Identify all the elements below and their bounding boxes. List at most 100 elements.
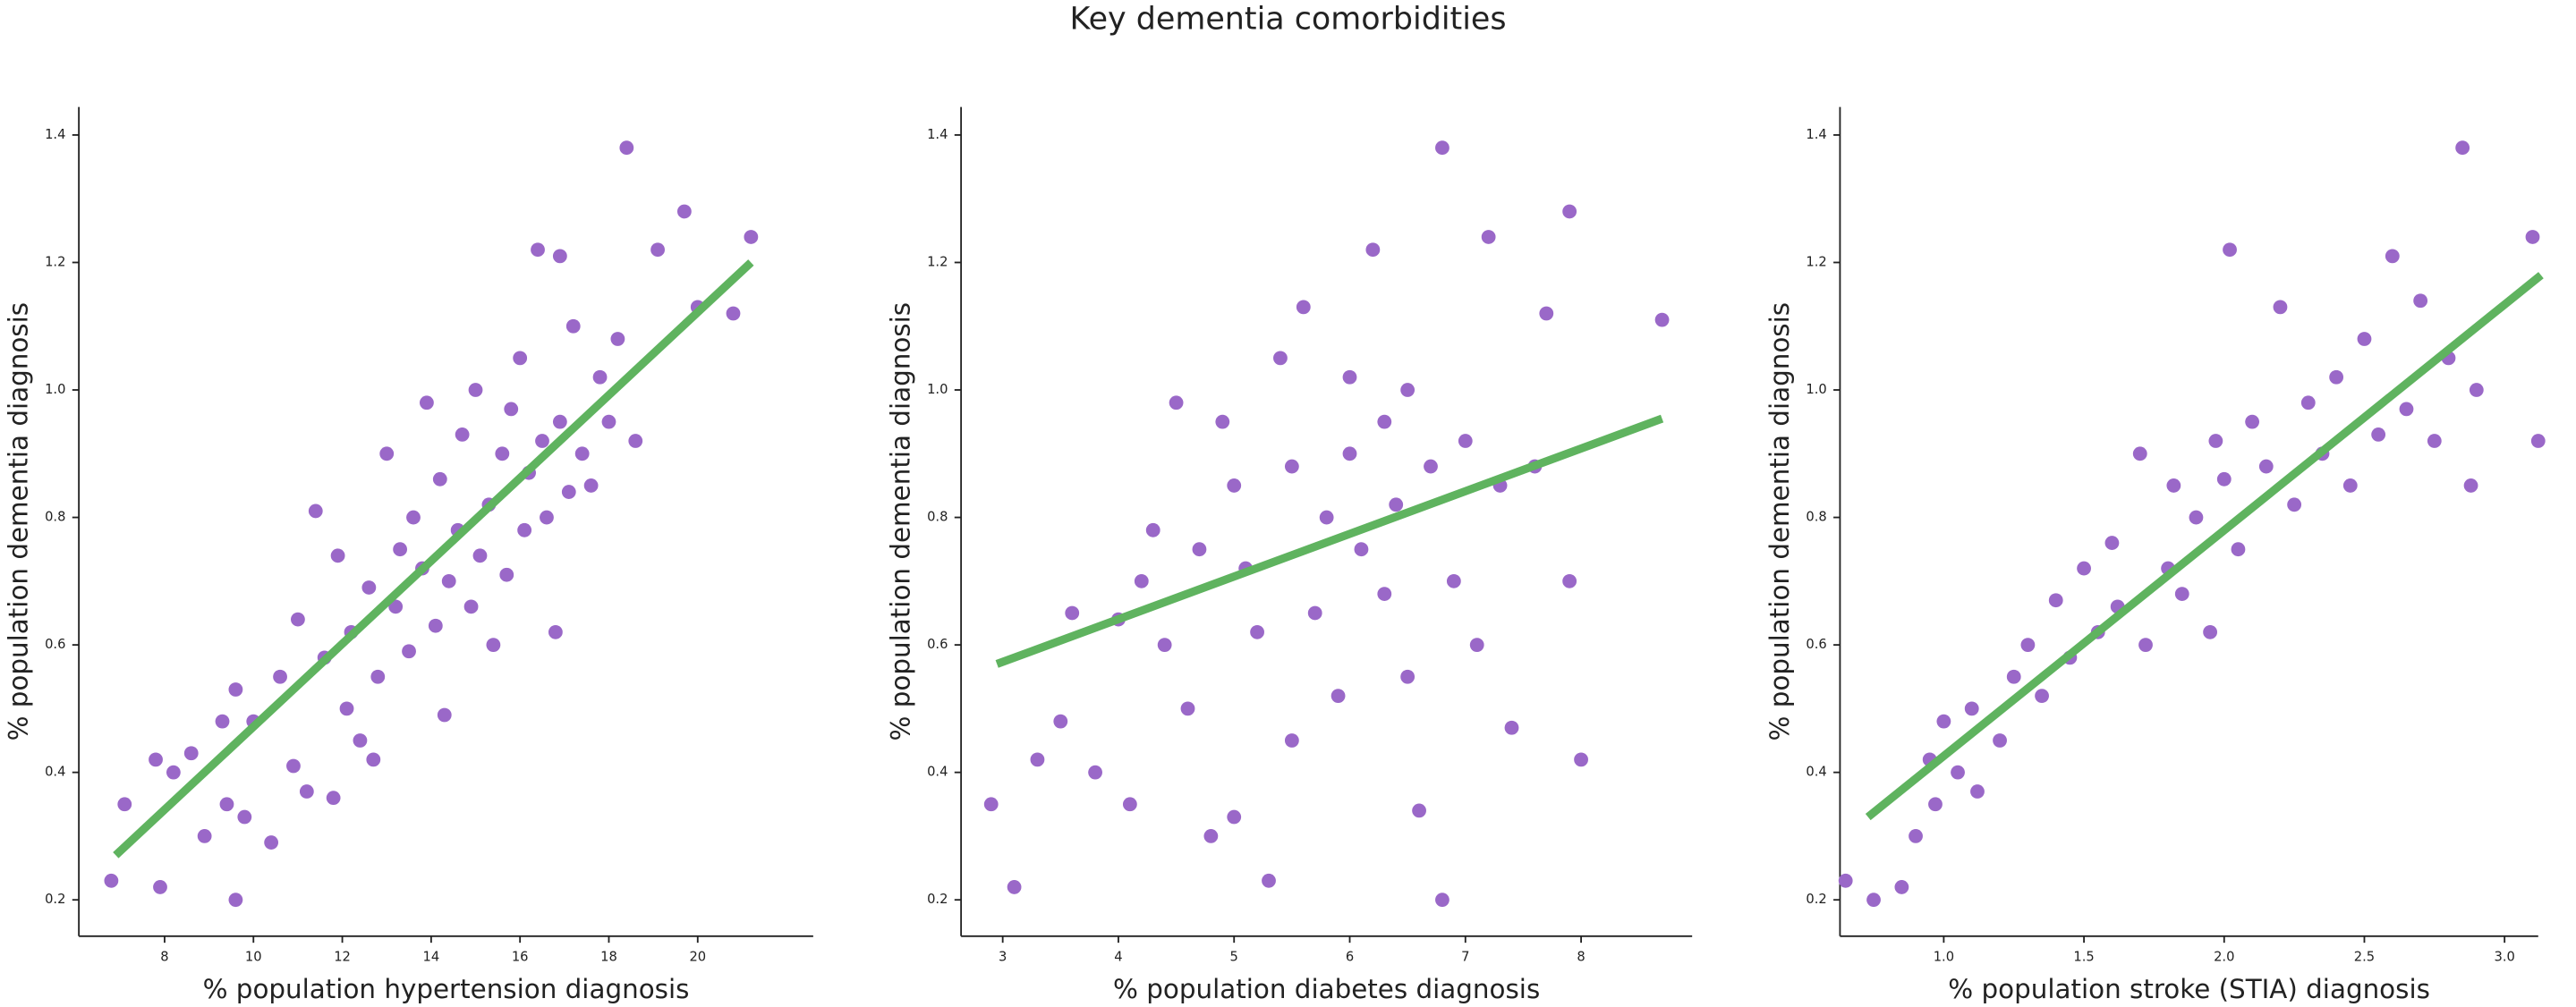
data-point [1307,605,1322,621]
data-point [2020,638,2036,653]
data-point [1562,573,1577,588]
data-point [1262,873,1276,888]
x-tick-label: 10 [245,950,262,965]
x-tick-label: 5 [1230,950,1238,965]
data-point [495,446,510,461]
y-tick-label: 1.0 [1806,382,1826,397]
data-point [1273,351,1288,366]
data-point [1400,669,1416,684]
trend-line [995,414,1664,668]
data-point [2048,593,2063,608]
data-point [468,383,483,397]
data-point [393,542,408,557]
data-point [370,669,386,684]
data-point [2342,478,2358,493]
x-tick-label: 4 [1114,950,1122,965]
data-point [1284,459,1299,474]
data-point [2223,242,2237,258]
data-point [676,204,692,219]
data-point [1377,414,1392,429]
data-point [592,369,608,385]
data-point [2469,383,2484,397]
y-tick-label: 1.0 [927,382,948,397]
y-axis-label: % population dementia diagnosis [1764,302,1795,741]
data-point [215,714,230,729]
data-point [1964,701,1979,716]
y-tick-label: 1.2 [1806,254,1826,269]
data-point [552,414,567,429]
data-point [237,809,252,825]
data-point [379,446,395,461]
data-point [1007,880,1022,894]
data-point [628,434,643,448]
data-point [353,733,368,748]
data-point [2258,459,2274,474]
y-tick-label: 0.2 [927,892,948,907]
y-tick-label: 0.6 [45,637,65,652]
x-axis-label: % population diabetes diagnosis [1113,974,1540,1004]
data-point [1654,312,1670,327]
x-tick-label: 8 [1577,950,1585,965]
data-point [264,835,279,850]
data-point [540,510,554,525]
data-point [610,332,625,346]
data-point [2006,669,2021,684]
data-point [1993,733,2007,748]
x-tick-label: 3 [999,950,1007,965]
x-tick-label: 2.5 [2354,950,2375,965]
data-point [552,249,567,264]
data-point [2189,510,2204,525]
x-tick-label: 16 [512,950,529,965]
data-point [2104,536,2120,550]
data-point [166,765,181,780]
data-point [1377,587,1392,601]
data-point [153,880,167,894]
data-point [308,504,323,519]
x-tick-label: 6 [1346,950,1354,965]
trend-line [113,259,754,859]
data-point [1936,714,1951,729]
data-point [1296,300,1311,315]
data-point [1342,446,1357,461]
data-point [1412,803,1426,818]
data-point [402,644,416,659]
data-point [2216,471,2232,487]
data-point [486,638,501,653]
x-tick-label: 2.0 [2214,950,2234,965]
data-point [1192,542,1207,557]
data-point [2203,624,2217,639]
data-point [565,318,581,334]
data-point [428,618,443,633]
data-point [420,395,434,410]
y-tick-label: 0.2 [1806,892,1826,907]
data-point [583,478,599,493]
data-point [2530,434,2546,448]
data-point [1331,689,1346,704]
data-point [339,701,354,716]
data-point [117,797,132,812]
data-point [2166,478,2181,493]
x-tick-label: 18 [600,950,617,965]
data-point [228,682,243,697]
x-axis-label: % population stroke (STIA) diagnosis [1948,974,2430,1004]
data-point [388,599,404,614]
x-tick-label: 8 [160,950,168,965]
y-axis-label: % population dementia diagnosis [4,302,34,741]
data-point [2385,249,2400,264]
data-point [2231,542,2246,557]
data-point [1122,797,1137,812]
data-point [744,230,759,244]
data-point [1180,701,1195,716]
y-tick-label: 1.4 [1806,127,1826,142]
data-point [1424,459,1438,474]
figure-title: Key dementia comorbidities [1069,1,1506,37]
data-point [361,580,377,595]
data-point [273,669,287,684]
data-point [1400,383,1416,397]
data-point [1365,242,1381,258]
data-point [441,573,456,588]
data-point [535,434,549,448]
data-point [1227,478,1242,493]
data-point [601,414,616,429]
trend-line [1865,272,2544,821]
